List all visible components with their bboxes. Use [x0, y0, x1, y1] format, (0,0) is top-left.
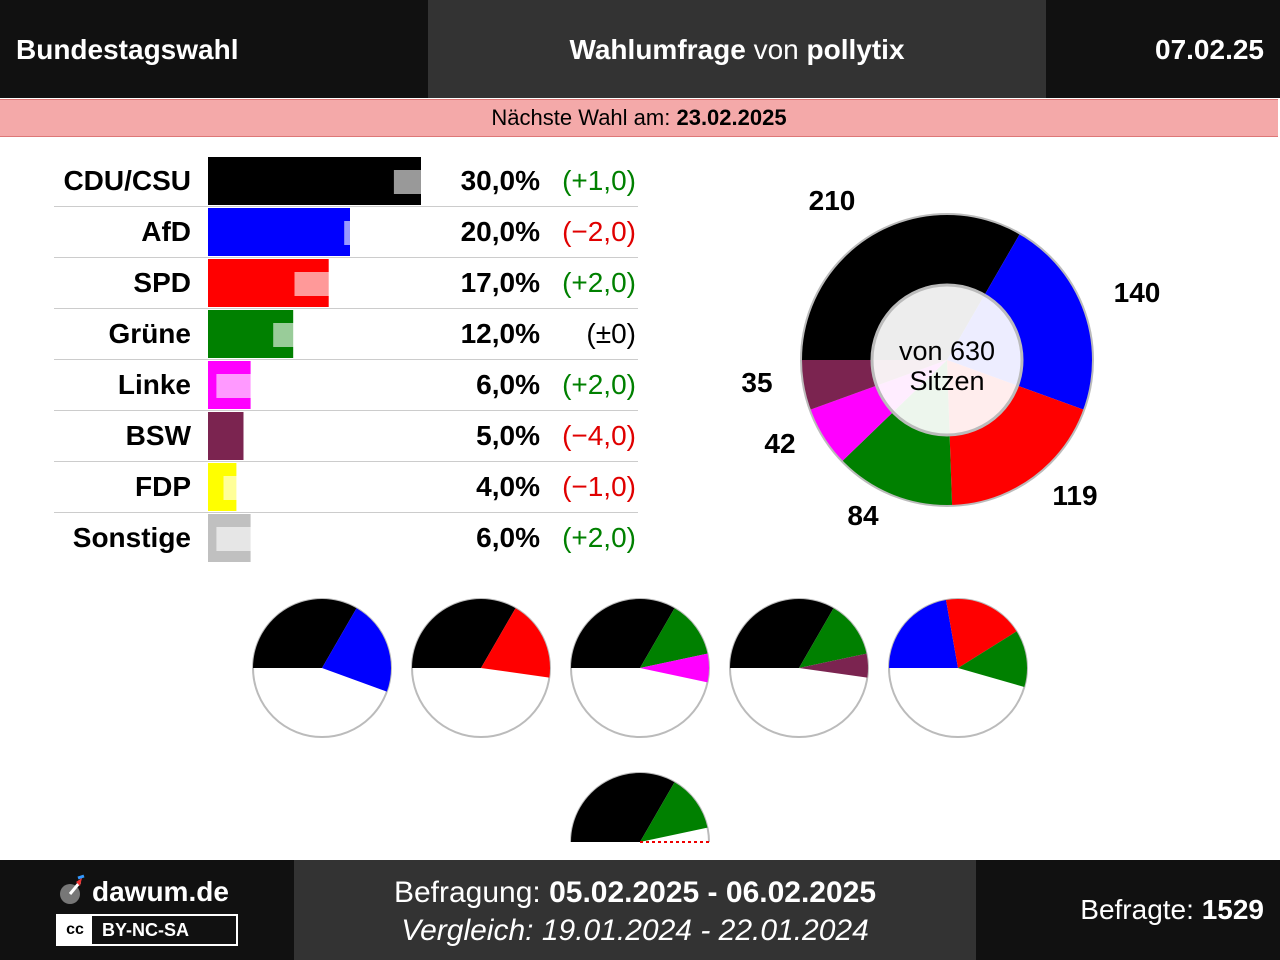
bar-change-linke: (+2,0)	[562, 369, 636, 400]
poll-date: 07.02.25	[1155, 34, 1264, 65]
coalition-slice-gruene	[799, 608, 867, 668]
survey-dates: 05.02.2025 - 06.02.2025	[549, 876, 877, 909]
coalition-cdu-csu-afd	[252, 598, 392, 738]
license-text: BY-NC-SA	[102, 920, 190, 940]
seat-label-gruene: 84	[847, 500, 879, 531]
bar-previous-marker-fdp	[223, 476, 260, 500]
compare-period: Vergleich: 19.01.2024 - 22.01.2024	[294, 914, 976, 948]
dawum-logo-icon	[60, 874, 85, 904]
bar-change-fdp: (−1,0)	[562, 471, 636, 502]
bar-value-bsw: 5,0%	[476, 420, 540, 451]
respondents-label: Befragte:	[1080, 894, 1194, 925]
coalition-slice-gruene	[640, 782, 708, 842]
bar-previous-marker-afd	[344, 221, 381, 245]
respondents: Befragte: 1529	[1080, 894, 1264, 926]
next-election-date: 23.02.2025	[676, 105, 787, 130]
footer-center-panel	[294, 860, 976, 960]
coalition-slice-afd	[889, 600, 958, 668]
seat-label-linke: 42	[764, 428, 795, 459]
page-title: Bundestagswahl	[16, 34, 239, 65]
bar-chart: CDU/CSU 30,0% (+1,0) AfD 20,0% (−2,0) SPD 17,0%…	[54, 157, 638, 562]
survey-period: Befragung: 05.02.2025 - 06.02.2025	[294, 876, 976, 910]
header-center-panel	[428, 0, 1046, 98]
coalition-cdu-csu-gruene	[570, 772, 710, 843]
bar-label-cdu-csu: CDU/CSU	[63, 165, 191, 196]
bar-value-linke: 6,0%	[476, 369, 540, 400]
coalition-slice-bsw	[799, 653, 868, 678]
coalition-slice-cdu-csu	[411, 599, 516, 668]
bar-value-afd: 20,0%	[461, 216, 540, 247]
donut-center	[870, 283, 1024, 437]
coalition-cdu-csu-spd	[411, 598, 551, 738]
poll-title-prefix: Wahlumfrage	[569, 34, 746, 65]
donut-outline	[800, 213, 1094, 507]
brand-name[interactable]: dawum.de	[92, 876, 229, 907]
poll-institute: pollytix	[806, 34, 905, 65]
seat-label-bsw: 35	[741, 367, 772, 398]
bar-previous-marker-spd	[294, 272, 331, 296]
compare-label: Vergleich:	[401, 914, 534, 947]
coalition-slice-gruene	[958, 631, 1027, 688]
cc-icon: cc	[58, 916, 92, 944]
bar-value-fdp: 4,0%	[476, 471, 540, 502]
bar-change-afd: (−2,0)	[562, 216, 636, 247]
bar-change-bsw: (−4,0)	[562, 420, 636, 451]
coalition-cdu-csu-gruene-bsw	[729, 598, 869, 738]
coalition-slice-cdu-csu	[571, 772, 675, 842]
bar-label-sonstige: Sonstige	[73, 522, 191, 553]
coalition-slice-cdu-csu	[253, 599, 357, 668]
bar-previous-marker-sonstige	[216, 527, 253, 551]
bar-change-gruene: (±0)	[586, 318, 636, 349]
bar-value-spd: 17,0%	[461, 267, 540, 298]
seat-label-afd: 140	[1114, 277, 1161, 308]
bar-label-spd: SPD	[133, 267, 191, 298]
bar-change-spd: (+2,0)	[562, 267, 636, 298]
bar-previous-marker-gruene	[273, 323, 310, 347]
bar-label-bsw: BSW	[126, 420, 192, 451]
coalition-afd-spd-gruene	[888, 598, 1028, 738]
license-badge[interactable]: cc BY-NC-SA	[56, 914, 238, 946]
poll-chart: CDU/CSU 30,0% (+1,0) AfD 20,0% (−2,0) SPD 17,0%…	[54, 157, 1160, 843]
bar-value-cdu-csu: 30,0%	[461, 165, 540, 196]
footer: dawum.de cc BY-NC-SA Befragung: 05.02.202…	[0, 860, 1280, 960]
header: Bundestagswahl Wahlumfrage von pollytix …	[0, 0, 1280, 98]
next-election-banner: Nächste Wahl am: 23.02.2025	[0, 99, 1278, 137]
coalition-slice-linke	[640, 653, 709, 683]
seat-label-spd: 119	[1052, 480, 1097, 511]
bar-label-fdp: FDP	[135, 471, 191, 502]
survey-label: Befragung:	[393, 876, 541, 909]
bar-label-gruene: Grüne	[109, 318, 191, 349]
bar-previous-marker-cdu-csu	[393, 170, 430, 194]
bar-label-linke: Linke	[118, 369, 191, 400]
bar-bsw	[208, 412, 244, 460]
coalition-slice-spd	[481, 608, 550, 678]
bar-label-afd: AfD	[141, 216, 191, 247]
compare-dates: 19.01.2024 - 22.01.2024	[541, 914, 869, 947]
bar-value-gruene: 12,0%	[461, 318, 540, 349]
bar-previous-marker-bsw	[251, 425, 288, 449]
donut-center-line1: von 630	[899, 336, 995, 366]
bar-cdu-csu	[208, 157, 421, 205]
coalition-slice-cdu-csu	[730, 599, 834, 668]
coalition-cdu-csu-gruene-linke	[570, 598, 710, 738]
bar-previous-marker-linke	[216, 374, 253, 398]
donut-center-line2: Sitzen	[909, 366, 984, 396]
bar-afd	[208, 208, 350, 256]
poll-title: Wahlumfrage von pollytix	[428, 34, 1046, 66]
coalition-charts	[252, 598, 1028, 843]
bar-change-sonstige: (+2,0)	[562, 522, 636, 553]
coalition-slice-cdu-csu	[571, 599, 675, 668]
bar-value-sonstige: 6,0%	[476, 522, 540, 553]
respondents-count: 1529	[1201, 894, 1264, 925]
seat-label-cdu-csu: 210	[809, 185, 856, 216]
coalition-slice-spd	[946, 599, 1017, 668]
coalition-slice-gruene	[640, 608, 708, 668]
next-election-label: Nächste Wahl am:	[491, 105, 671, 130]
poll-title-von: von	[753, 34, 799, 65]
bar-change-cdu-csu: (+1,0)	[562, 165, 636, 196]
coalition-slice-afd	[322, 608, 391, 692]
